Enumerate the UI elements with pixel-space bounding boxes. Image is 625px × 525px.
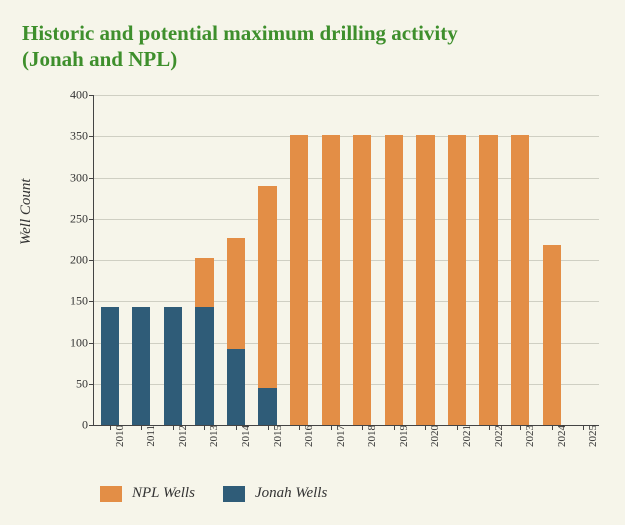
x-tick-label: 2021 <box>461 425 473 455</box>
bar-segment <box>195 307 213 425</box>
x-tick-mark <box>331 425 332 430</box>
bar-segment <box>132 307 150 425</box>
bar <box>543 95 561 425</box>
bar <box>353 95 371 425</box>
x-tick-label: 2013 <box>208 425 220 455</box>
y-tick-label: 200 <box>50 253 94 268</box>
x-tick-mark <box>457 425 458 430</box>
title-line-1: Historic and potential maximum drilling … <box>22 21 458 45</box>
x-tick-mark <box>299 425 300 430</box>
bar-segment <box>416 135 434 425</box>
legend-swatch <box>100 486 122 502</box>
x-tick-label: 2025 <box>587 425 599 455</box>
bar-segment <box>164 307 182 425</box>
x-tick-label: 2010 <box>114 425 126 455</box>
y-tick-label: 400 <box>50 88 94 103</box>
y-tick-label: 350 <box>50 129 94 144</box>
x-tick-label: 2011 <box>145 425 157 455</box>
x-tick-mark <box>520 425 521 430</box>
bar <box>479 95 497 425</box>
bar-segment <box>448 135 466 425</box>
bar-segment <box>322 135 340 425</box>
y-tick-label: 50 <box>50 376 94 391</box>
x-tick-mark <box>394 425 395 430</box>
x-tick-mark <box>362 425 363 430</box>
y-tick-label: 0 <box>50 418 94 433</box>
bar-segment <box>227 238 245 349</box>
bar-segment <box>543 245 561 425</box>
x-tick-mark <box>110 425 111 430</box>
bar-segment <box>258 388 276 425</box>
bar-segment <box>290 135 308 425</box>
x-tick-mark <box>425 425 426 430</box>
bar <box>195 95 213 425</box>
bar <box>258 95 276 425</box>
plot-area: 0501001502002503003504002010201120122013… <box>93 95 599 426</box>
x-tick-label: 2016 <box>303 425 315 455</box>
x-tick-mark <box>204 425 205 430</box>
bar <box>385 95 403 425</box>
y-tick-mark <box>89 425 94 426</box>
bar-segment <box>353 135 371 425</box>
x-tick-mark <box>489 425 490 430</box>
x-tick-label: 2022 <box>493 425 505 455</box>
title-line-2: (Jonah and NPL) <box>22 47 177 71</box>
bar-segment <box>511 135 529 425</box>
y-tick-label: 250 <box>50 211 94 226</box>
x-tick-label: 2015 <box>272 425 284 455</box>
legend-item: NPL Wells <box>100 485 195 502</box>
y-tick-label: 100 <box>50 335 94 350</box>
bar <box>416 95 434 425</box>
y-tick-label: 300 <box>50 170 94 185</box>
bar-segment <box>385 135 403 425</box>
x-tick-mark <box>583 425 584 430</box>
bar-segment <box>479 135 497 425</box>
legend-swatch <box>223 486 245 502</box>
x-tick-label: 2024 <box>556 425 568 455</box>
x-tick-mark <box>141 425 142 430</box>
bar <box>101 95 119 425</box>
bar-segment <box>195 258 213 308</box>
bar-segment <box>101 307 119 425</box>
x-tick-mark <box>236 425 237 430</box>
x-tick-label: 2018 <box>366 425 378 455</box>
x-tick-mark <box>552 425 553 430</box>
x-tick-label: 2017 <box>335 425 347 455</box>
legend-label: Jonah Wells <box>255 485 327 502</box>
legend: NPL Wells Jonah Wells <box>100 485 327 502</box>
legend-item: Jonah Wells <box>223 485 327 502</box>
chart-root: { "chart": { "type": "stacked-bar", "tit… <box>0 0 625 525</box>
x-tick-label: 2012 <box>177 425 189 455</box>
bars <box>94 95 599 425</box>
bar <box>574 95 592 425</box>
y-tick-label: 150 <box>50 294 94 309</box>
y-axis-label: Well Count <box>18 178 35 245</box>
bar <box>448 95 466 425</box>
bar <box>164 95 182 425</box>
bar-segment <box>227 349 245 425</box>
bar-segment <box>258 186 276 388</box>
bar <box>132 95 150 425</box>
x-tick-label: 2019 <box>398 425 410 455</box>
bar <box>511 95 529 425</box>
x-tick-label: 2020 <box>429 425 441 455</box>
bar <box>290 95 308 425</box>
x-tick-mark <box>268 425 269 430</box>
chart-area: Well Count 05010015020025030035040020102… <box>28 95 608 475</box>
x-tick-label: 2023 <box>524 425 536 455</box>
legend-label: NPL Wells <box>132 485 195 502</box>
x-tick-label: 2014 <box>240 425 252 455</box>
bar <box>322 95 340 425</box>
chart-title: Historic and potential maximum drilling … <box>22 20 607 73</box>
x-tick-mark <box>173 425 174 430</box>
bar <box>227 95 245 425</box>
